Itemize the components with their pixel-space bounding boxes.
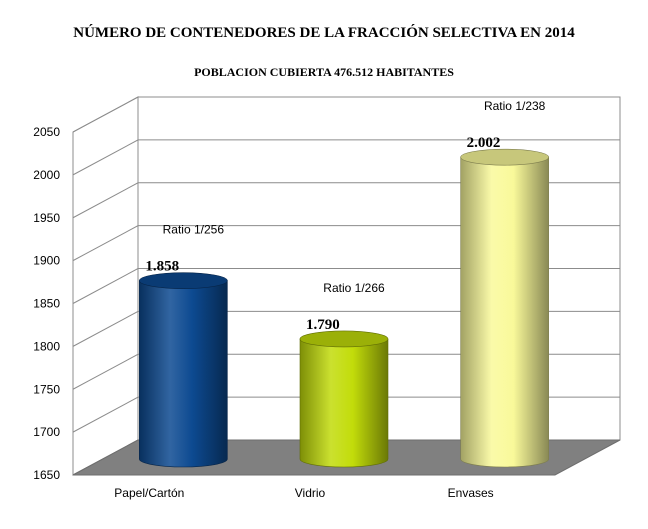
gridline [72,353,620,390]
bar-body [460,156,549,468]
y-tick-label: 2050 [33,125,60,139]
chart-subtitle: POBLACION CUBIERTA 476.512 HABITANTES [194,65,454,79]
bar-body [299,338,389,468]
value-label: 1.790 [306,317,340,333]
value-label: 2.002 [467,135,501,151]
bar-body [139,280,228,468]
y-tick-label: 1700 [33,425,60,439]
ratio-annotation: Ratio 1/238 [484,99,546,113]
gridlines [72,96,620,476]
ratio-annotation: Ratio 1/266 [323,281,385,295]
x-axis-categories: Papel/Cartón Vidrio Envases [114,486,493,500]
gridline [72,96,620,133]
y-tick-label: 1950 [33,211,60,225]
bar [460,148,549,468]
bar-top [299,330,389,348]
gridline [72,310,620,347]
bar [299,330,389,468]
gridline [72,182,620,219]
y-tick-label: 1750 [33,382,60,396]
bar-top [139,272,228,289]
y-tick-label: 1800 [33,339,60,353]
y-tick-label: 1650 [33,468,60,482]
gridline [72,139,620,176]
gridline [72,396,620,433]
data-labels: 1.858 Ratio 1/256 1.790 Ratio 1/266 2.002 Rat… [145,99,545,333]
y-tick-label: 1850 [33,297,60,311]
category-label: Envases [448,486,494,500]
category-label: Vidrio [295,486,326,500]
chart-title: NÚMERO DE CONTENEDORES DE LA FRACCIÓN SE… [73,24,575,41]
bars [139,148,549,468]
bar-top [460,148,549,166]
y-tick-label: 1900 [33,254,60,268]
gridline [72,225,620,262]
gridline [72,268,620,304]
category-label: Papel/Cartón [114,486,184,500]
y-tick-label: 2000 [33,168,60,182]
y-axis-ticks: 1650 1700 1750 1800 1850 1900 1950 2000 2050 [33,125,60,482]
value-label: 1.858 [145,259,179,275]
ratio-annotation: Ratio 1/256 [163,223,225,237]
bar [139,272,228,468]
